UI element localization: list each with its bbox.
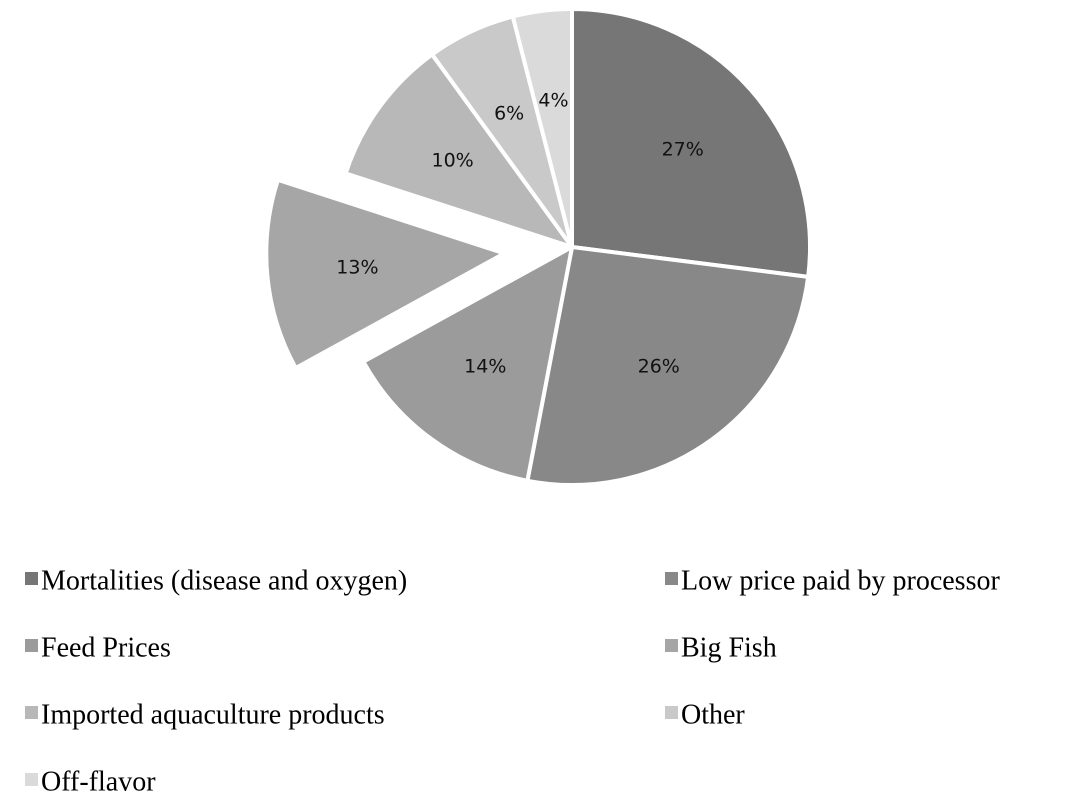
legend-swatch — [25, 773, 38, 786]
pie-slice — [510, 7, 574, 249]
pie-slice — [525, 245, 811, 487]
slice-data-label: 27% — [662, 138, 704, 160]
legend-entry-label: Other — [681, 700, 745, 731]
legend-entry-label: Big Fish — [681, 633, 777, 664]
slice-data-label: 6% — [494, 102, 524, 124]
slice-data-label: 4% — [538, 90, 568, 112]
legend-swatch — [25, 572, 38, 585]
legend-swatch — [25, 706, 38, 719]
legend-swatch — [25, 639, 38, 652]
legend-swatch — [665, 572, 678, 585]
pie-slice — [343, 52, 574, 249]
pie-data-labels: 27% 26% 14% 13% 10% 6% 4% — [336, 90, 704, 378]
legend-swatch — [665, 639, 678, 652]
pie-slice — [570, 7, 812, 279]
legend: Mortalities (disease and oxygen) Low pric… — [25, 566, 1000, 798]
legend-swatch — [665, 706, 678, 719]
pie-slices — [264, 7, 812, 487]
legend-entry-label: Off-flavor — [41, 767, 156, 798]
legend-entry-label: Low price paid by processor — [681, 566, 1000, 597]
slice-data-label: 10% — [432, 149, 474, 171]
pie-slice — [264, 177, 507, 371]
pie-slice — [361, 245, 574, 483]
slice-data-label: 14% — [464, 355, 506, 377]
slice-data-label: 26% — [638, 355, 680, 377]
legend-entry-label: Imported aquaculture products — [41, 700, 385, 731]
slice-data-label: 13% — [336, 256, 378, 278]
legend-entry-label: Mortalities (disease and oxygen) — [41, 566, 407, 597]
legend-entry-label: Feed Prices — [41, 633, 171, 664]
